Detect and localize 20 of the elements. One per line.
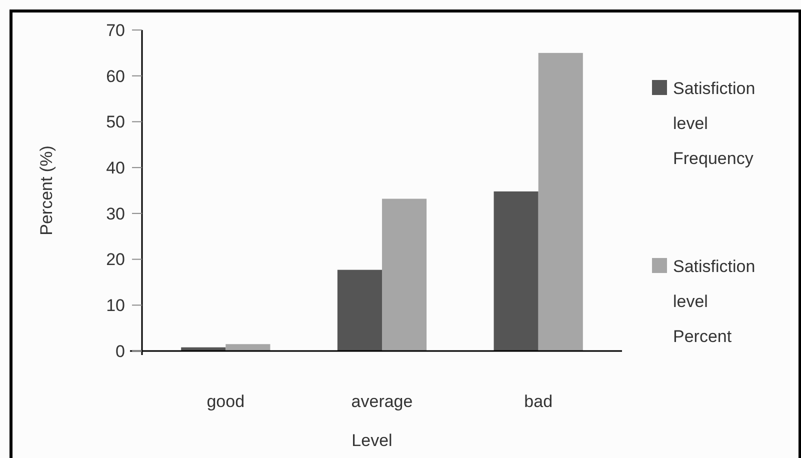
- y-tick-label: 60: [106, 66, 125, 86]
- x-tick-label: bad: [524, 392, 553, 411]
- bar: [382, 198, 427, 351]
- bar: [337, 270, 382, 351]
- y-tick-label: 30: [106, 204, 125, 224]
- y-tick-label: 70: [106, 20, 125, 40]
- x-tick-label: average: [351, 392, 413, 411]
- y-axis-title: Percent (%): [37, 146, 56, 236]
- legend-label: Satisfiction level Frequency: [673, 79, 756, 168]
- y-tick-label: 20: [106, 250, 125, 270]
- y-tick-label: 10: [106, 296, 125, 316]
- legend-label: Satisfiction level Percent: [673, 257, 756, 346]
- y-tick-label: 50: [106, 112, 125, 132]
- bar: [538, 52, 583, 351]
- y-tick-label: 0: [116, 342, 125, 361]
- y-tick-label: 40: [106, 158, 125, 178]
- x-axis-title: Level: [352, 431, 392, 450]
- x-tick-label: good: [206, 392, 245, 411]
- bar: [226, 344, 270, 351]
- bar: [494, 191, 538, 351]
